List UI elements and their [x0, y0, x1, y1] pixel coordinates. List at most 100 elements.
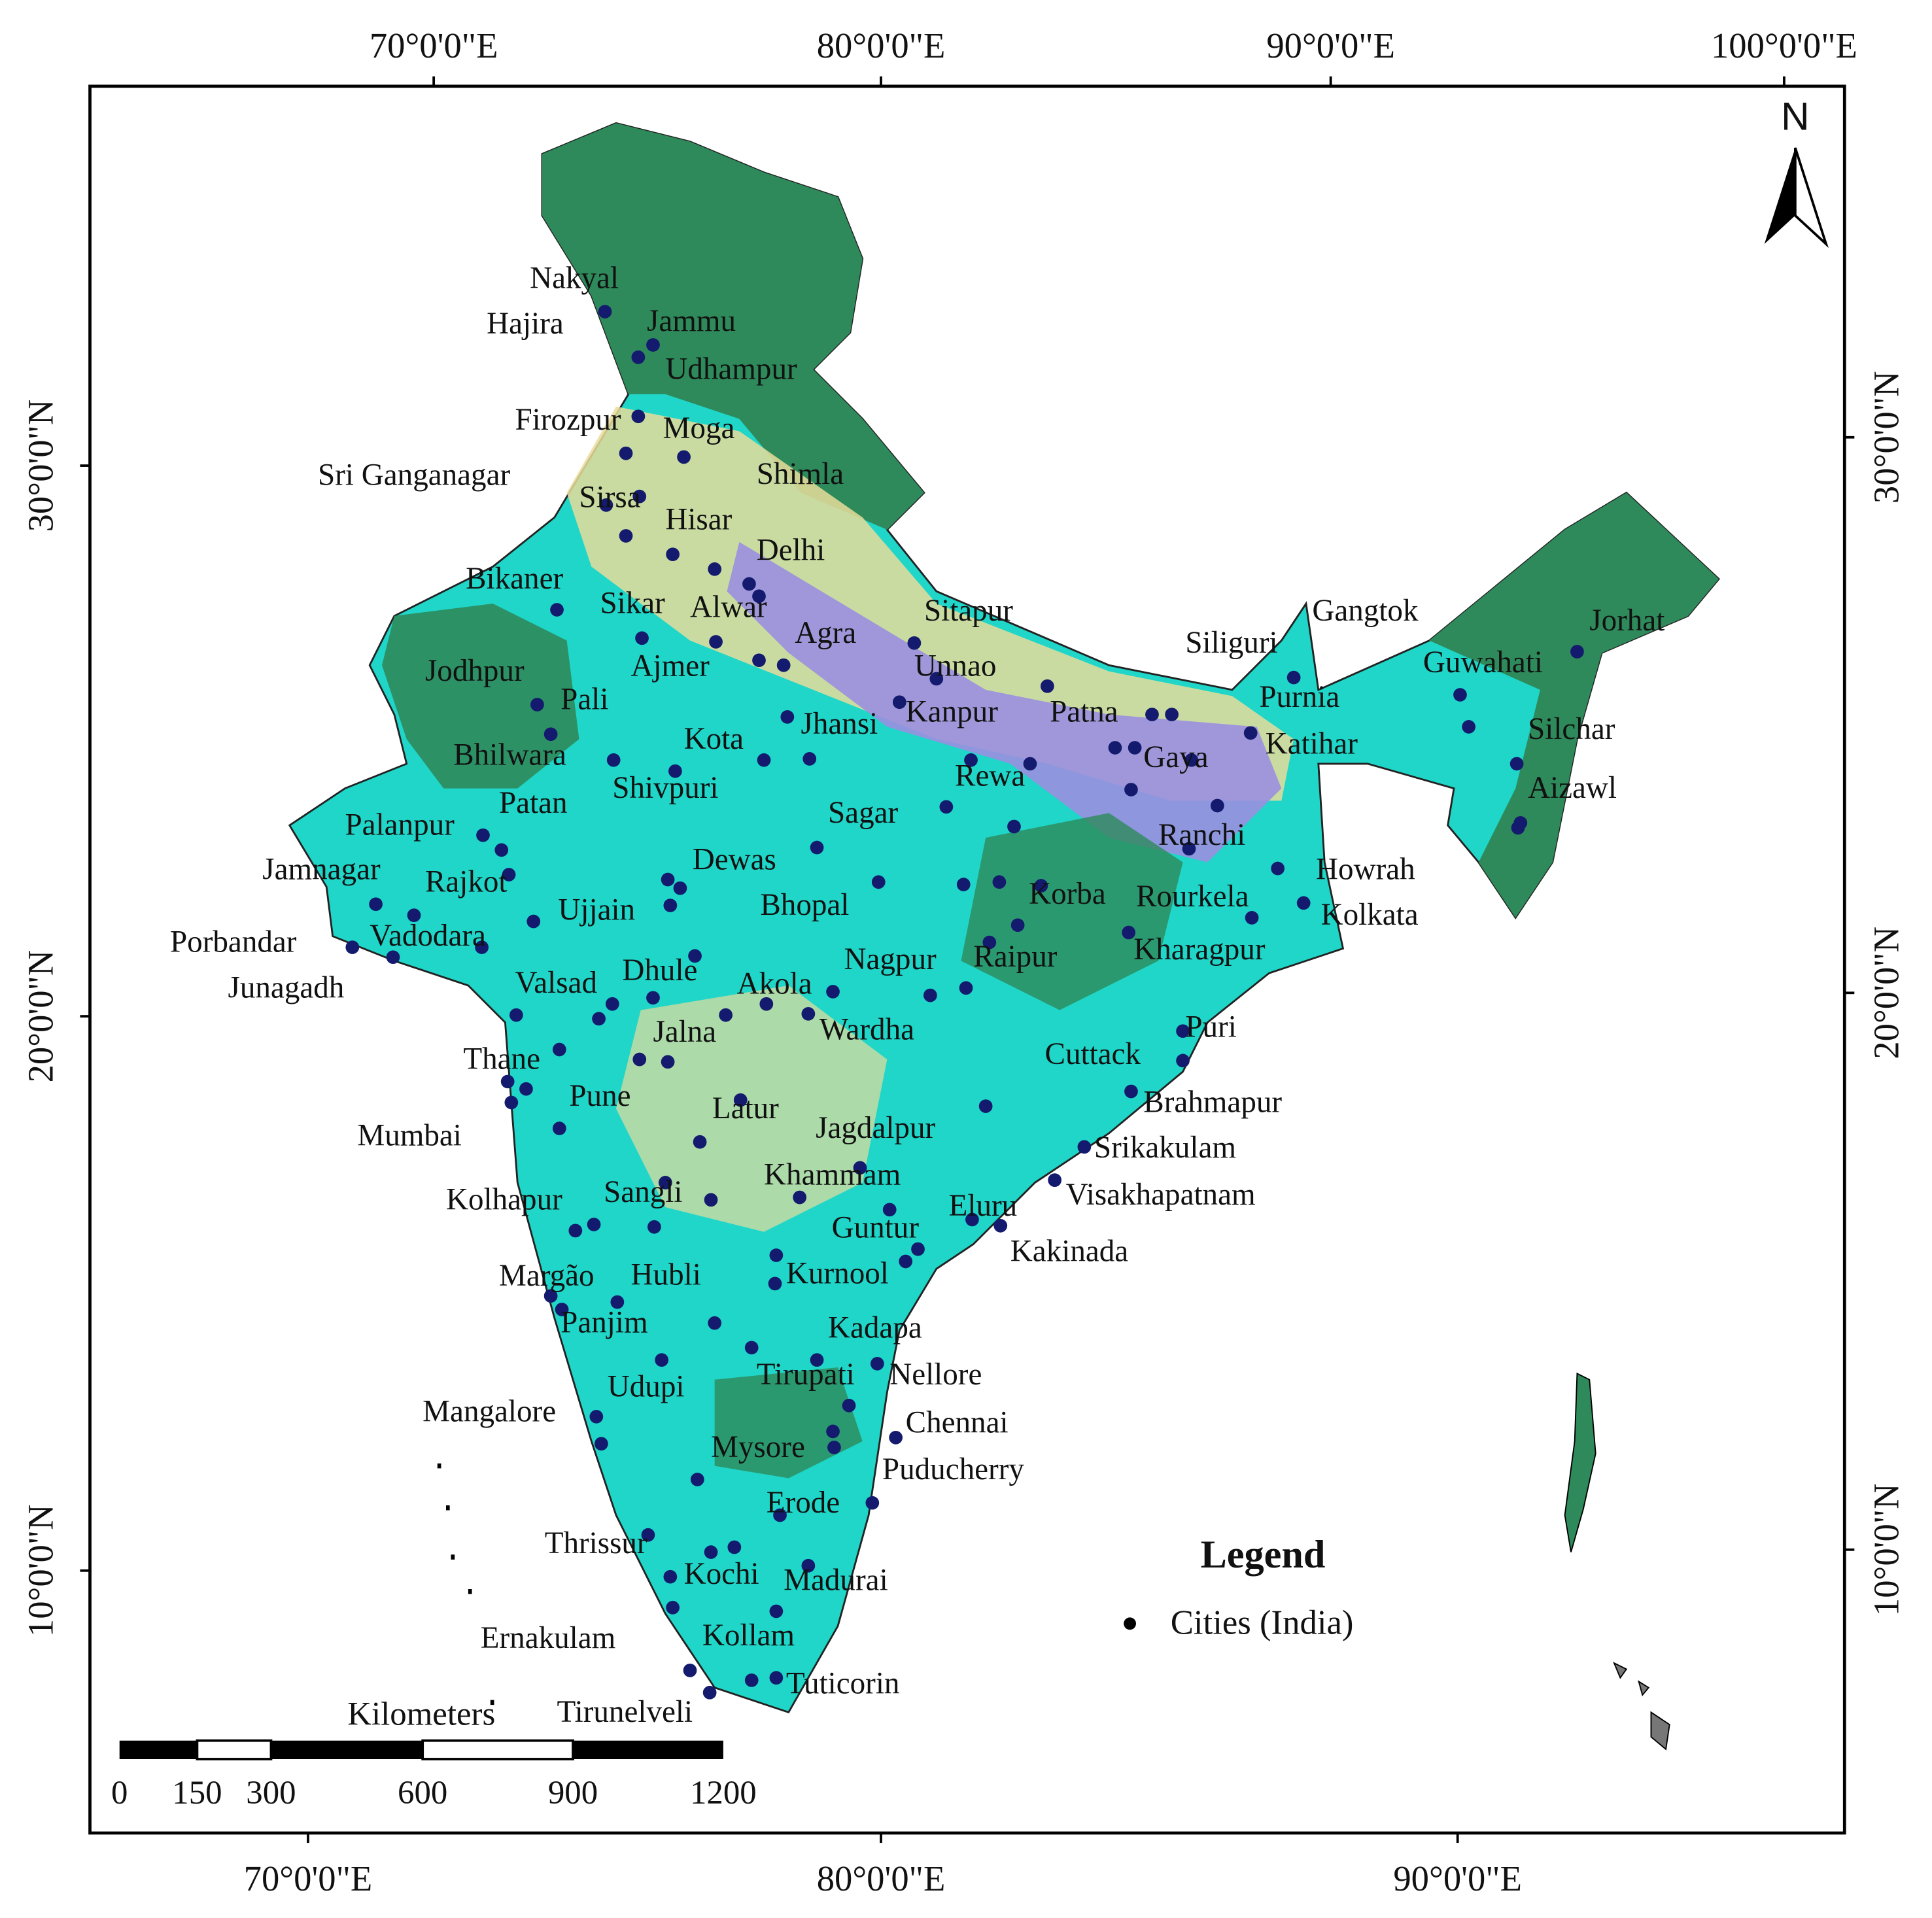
city-dot	[889, 1430, 903, 1445]
city-dot	[369, 897, 383, 912]
city-label: Kota	[684, 722, 744, 756]
city-label: Junagadh	[228, 970, 345, 1004]
city-dot	[632, 1052, 647, 1067]
city-label: Sagar	[828, 796, 899, 830]
city-dot	[519, 1082, 533, 1096]
city-dot	[1296, 896, 1311, 910]
city-label: Chennai	[906, 1405, 1009, 1439]
top-tick-label: 80°0'0"E	[817, 26, 946, 65]
city-label: Wardha	[819, 1012, 914, 1046]
city-label: Vadodara	[370, 919, 486, 953]
city-label: Cuttack	[1045, 1037, 1141, 1071]
city-label: Pune	[569, 1079, 630, 1113]
city-dot	[1040, 679, 1054, 693]
city-dot	[939, 800, 954, 814]
city-dot	[1034, 879, 1048, 893]
city-label: Kolhapur	[446, 1182, 562, 1216]
scale-label: 1200	[690, 1775, 757, 1811]
city-label: Agra	[795, 616, 856, 650]
city-dot	[759, 997, 774, 1011]
city-label: Jorhat	[1589, 604, 1665, 638]
city-dot	[610, 1295, 625, 1309]
city-dot	[1048, 1173, 1062, 1187]
city-dot	[655, 1353, 669, 1367]
city-label: Alwar	[690, 590, 767, 624]
city-label: Udhampur	[665, 352, 797, 386]
north-arrow-right	[1794, 147, 1829, 248]
city-label: Hajira	[487, 307, 564, 341]
city-dot	[658, 1176, 672, 1190]
city-dot	[1286, 670, 1301, 685]
city-label: Jamnagar	[262, 853, 381, 887]
city-dot	[871, 875, 886, 889]
bottom-tick-label: 90°0'0"E	[1393, 1858, 1522, 1898]
city-dot	[1007, 819, 1021, 834]
city-dot	[1124, 783, 1138, 796]
city-dot	[568, 1224, 583, 1238]
city-dot	[853, 1161, 867, 1175]
city-dot	[668, 764, 682, 778]
city-dot	[598, 305, 612, 318]
city-dot	[802, 752, 817, 766]
city-label: Sikar	[600, 587, 665, 621]
city-label: Kakinada	[1010, 1234, 1128, 1268]
city-dot	[1509, 757, 1524, 771]
city-dot	[978, 1099, 993, 1113]
city-dot	[504, 1095, 519, 1110]
city-label: Kollam	[702, 1618, 795, 1653]
right-tick-label: 20°0'0"N	[1866, 927, 1906, 1059]
city-label: Ajmer	[631, 649, 710, 683]
legend-symbol	[1124, 1617, 1136, 1630]
city-dot	[646, 991, 660, 1005]
scale-label: 900	[548, 1775, 598, 1811]
city-dot	[1245, 911, 1259, 925]
scale-segment	[573, 1740, 723, 1759]
city-dot	[688, 949, 702, 963]
city-label: Jhansi	[801, 707, 878, 741]
city-label: Guwahati	[1423, 645, 1543, 679]
city-dot	[826, 1424, 840, 1439]
city-dot	[992, 875, 1007, 889]
city-dot	[709, 635, 723, 649]
city-dot	[826, 985, 840, 999]
city-dot	[780, 710, 795, 724]
city-label: Puri	[1185, 1010, 1236, 1044]
city-label: Siliguri	[1185, 626, 1277, 660]
city-dot	[708, 1316, 722, 1330]
city-dot	[526, 914, 541, 929]
city-label: Moga	[663, 411, 735, 445]
city-dot	[719, 1008, 733, 1022]
city-label: Kadapa	[828, 1310, 922, 1344]
city-label: Kurnool	[786, 1256, 889, 1290]
city-dot	[677, 450, 691, 464]
city-dot	[1271, 861, 1285, 876]
city-dot	[842, 1398, 856, 1413]
city-dot	[673, 881, 687, 895]
city-dot	[769, 1604, 784, 1618]
city-dot	[619, 446, 633, 460]
city-dot	[1108, 741, 1122, 755]
city-dot	[1010, 918, 1025, 933]
city-label: Valsad	[515, 966, 597, 1000]
city-dot	[1176, 1024, 1190, 1038]
city-dot	[769, 1248, 784, 1262]
city-dot	[646, 338, 660, 352]
city-dot	[663, 899, 678, 912]
city-dot	[552, 1042, 566, 1057]
city-label: Kochi	[684, 1557, 759, 1591]
city-dot	[1570, 645, 1584, 659]
city-dot	[690, 1473, 704, 1486]
city-dot	[907, 636, 922, 650]
city-dot	[702, 1685, 717, 1700]
city-label: Rourkela	[1136, 880, 1249, 914]
city-dot	[386, 950, 400, 965]
city-dot	[911, 1242, 925, 1256]
city-label: Guntur	[832, 1211, 920, 1245]
city-label: Raipur	[973, 940, 1057, 974]
city-label: Khammam	[764, 1158, 901, 1192]
city-label: Ujjain	[558, 893, 635, 927]
city-label: Mumbai	[357, 1118, 462, 1152]
city-dot	[1122, 925, 1136, 940]
